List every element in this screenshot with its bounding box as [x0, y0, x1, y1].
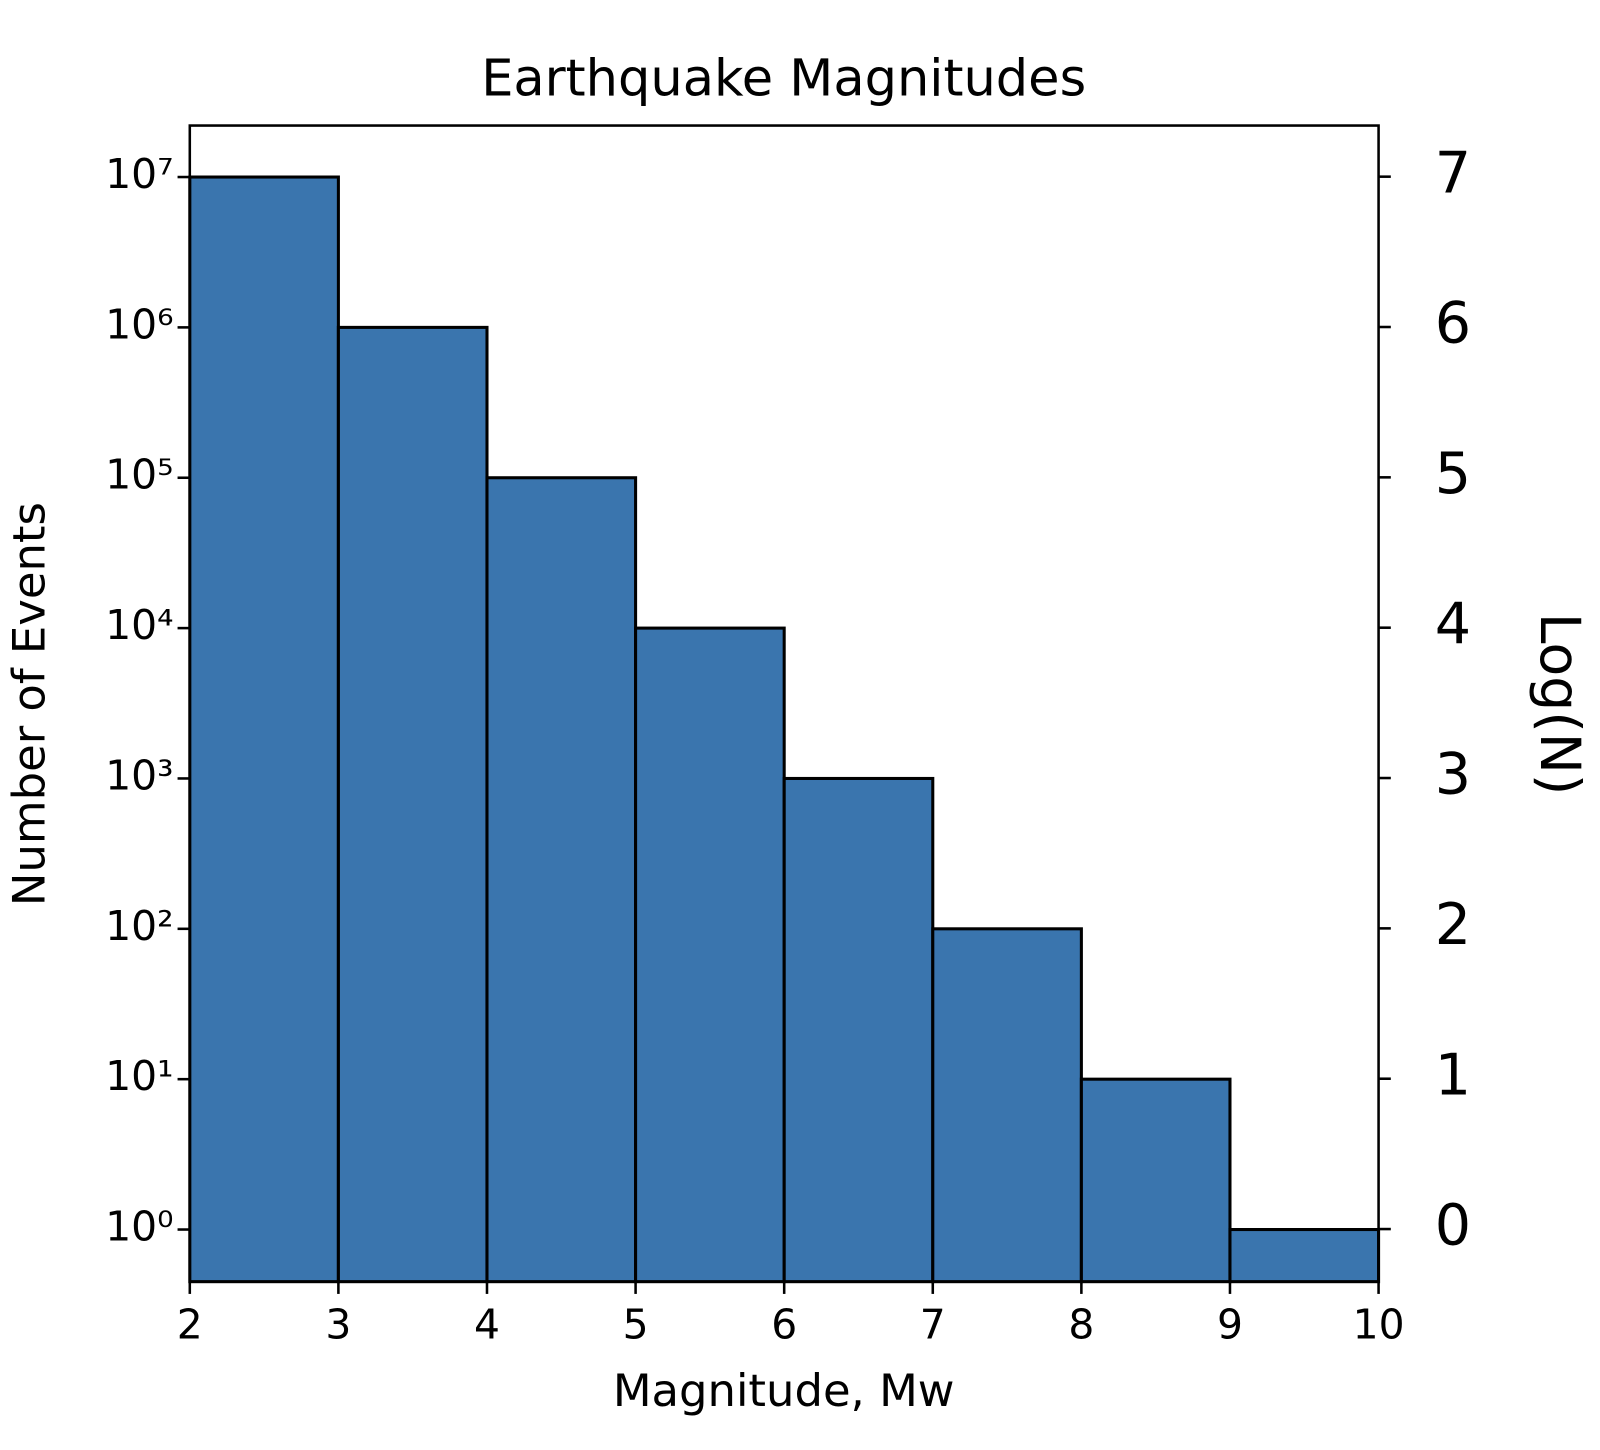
bar	[931, 927, 1083, 1284]
x-tick-label: 2	[177, 1301, 203, 1349]
x-tick-label: 5	[623, 1301, 649, 1349]
y-tick-label: 10⁶	[105, 300, 173, 348]
bar	[634, 626, 786, 1284]
x-tick-label: 3	[325, 1301, 351, 1349]
x-tick-label: 10	[1353, 1301, 1405, 1349]
y-axis-label: Number of Events	[3, 502, 56, 906]
y2-tick-label: 2	[1435, 892, 1471, 958]
bar	[782, 776, 935, 1284]
x-tick-label: 9	[1217, 1301, 1243, 1349]
y2-tick-label: 6	[1435, 291, 1471, 357]
y2-tick-label: 4	[1435, 591, 1471, 657]
y2-axis-label: Log(N)	[1528, 613, 1592, 796]
y-tick-label: 10⁴	[105, 601, 173, 649]
x-axis-label: Magnitude, Mw	[613, 1364, 955, 1417]
y-tick-label: 10⁵	[105, 451, 173, 499]
bar	[485, 476, 638, 1284]
y2-tick-label: 0	[1435, 1193, 1471, 1259]
x-tick-label: 7	[920, 1301, 946, 1349]
y-tick-label: 10³	[105, 751, 173, 799]
y2-tick-label: 5	[1435, 441, 1471, 507]
bar	[188, 175, 340, 1284]
x-tick-label: 4	[474, 1301, 500, 1349]
y-tick-label: 10⁷	[105, 150, 173, 198]
y2-tick-label: 3	[1435, 742, 1471, 808]
x-tick-label: 8	[1068, 1301, 1094, 1349]
chart-title: Earthquake Magnitudes	[481, 50, 1086, 109]
bar	[1079, 1077, 1232, 1284]
y2-tick-label: 7	[1435, 140, 1471, 206]
y-tick-label: 10¹	[105, 1052, 173, 1100]
x-tick-label: 6	[771, 1301, 797, 1349]
y2-tick-label: 1	[1435, 1042, 1471, 1108]
bar	[1228, 1228, 1381, 1284]
y-tick-label: 10²	[105, 902, 173, 950]
y-tick-label: 10⁰	[105, 1203, 173, 1251]
bar	[336, 325, 489, 1284]
